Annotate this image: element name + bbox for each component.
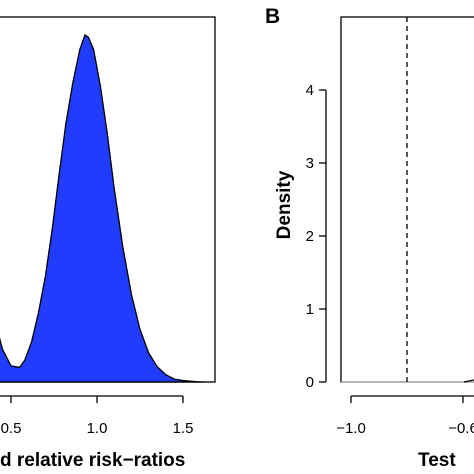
panel-b-letter: B xyxy=(265,5,280,28)
panel-b-y-tick-label: 0 xyxy=(306,374,314,391)
panel-a-plot-frame xyxy=(0,16,216,383)
panel-a-x-axis-title: d relative risk−ratios xyxy=(0,450,185,471)
panel-b-x-tick-label: −1.0 xyxy=(336,420,366,437)
panel-a-x-tick-label: 1.5 xyxy=(173,420,194,437)
panel-a-x-ticks: 0.5 1.0 1.5 xyxy=(1,396,194,437)
panel-b-x-axis-title: Test xyxy=(418,450,456,471)
panel-a-x-tick-label: 1.0 xyxy=(87,420,108,437)
panel-b-x-ticks: −1.0 −0.6 xyxy=(336,396,474,437)
panel-b-y-tick-label: 3 xyxy=(306,155,314,172)
panel-b-density-tail xyxy=(463,379,474,383)
panel-a: 0.5 1.0 1.5 d relative risk−ratios xyxy=(0,16,216,471)
panel-b-y-ticks: 0 1 2 3 4 xyxy=(306,82,326,391)
panel-a-density-area xyxy=(0,34,206,383)
panel-b-y-tick-label: 1 xyxy=(306,301,314,318)
panel-b-y-tick-label: 2 xyxy=(306,228,314,245)
panel-b: B 0 1 2 3 4 −1.0 −0.6 Density Test xyxy=(265,5,474,471)
panel-b-y-axis-title: Density xyxy=(274,170,295,239)
panel-b-x-tick-label: −0.6 xyxy=(448,420,474,437)
panel-b-y-tick-label: 4 xyxy=(306,82,314,99)
panel-a-x-tick-label: 0.5 xyxy=(1,420,22,437)
